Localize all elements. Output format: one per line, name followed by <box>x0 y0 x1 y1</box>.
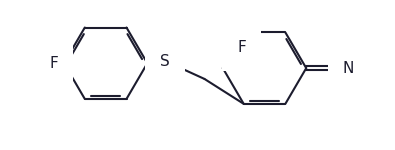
Text: F: F <box>237 40 246 55</box>
Text: S: S <box>160 54 170 69</box>
Text: F: F <box>49 56 58 71</box>
Text: N: N <box>343 61 354 76</box>
